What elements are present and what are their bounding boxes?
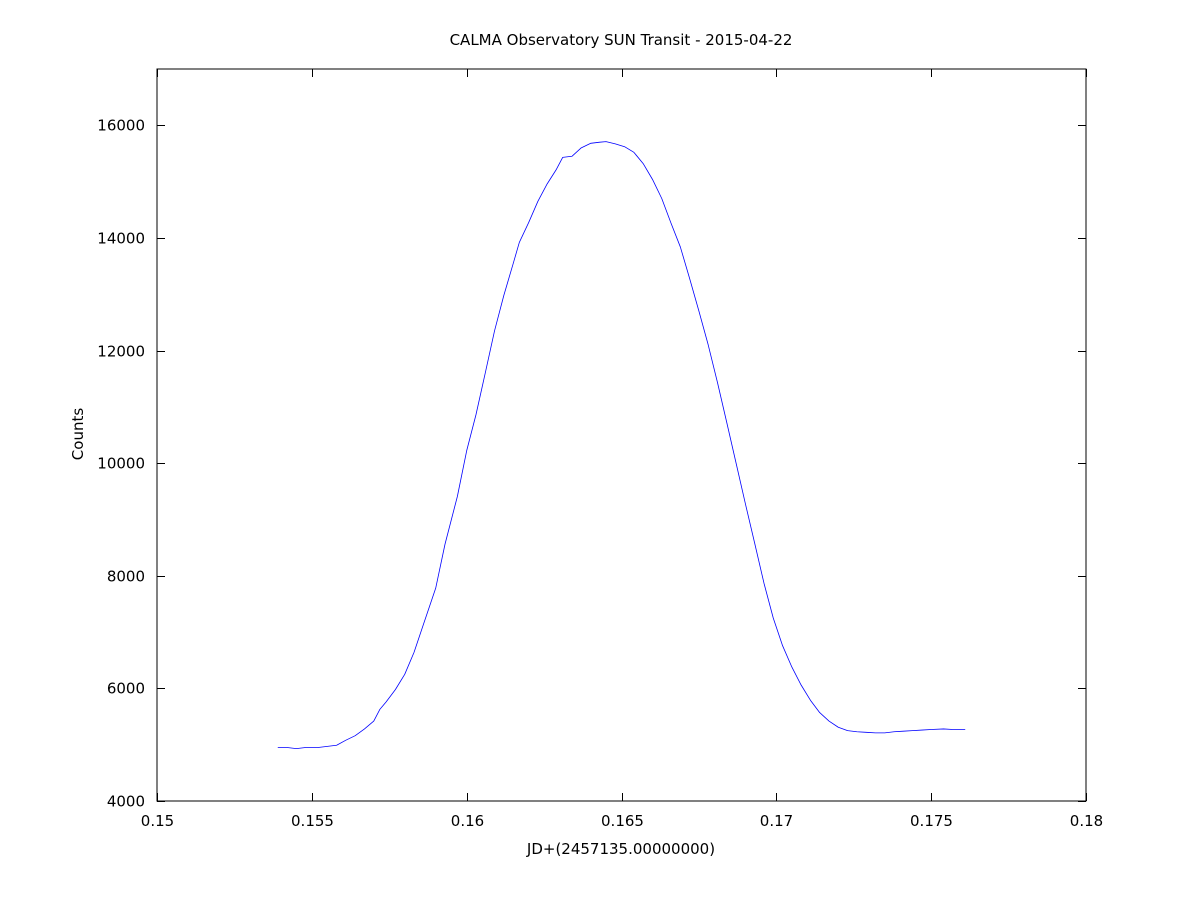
y-tick-label: 14000	[97, 230, 145, 248]
chart-title: CALMA Observatory SUN Transit - 2015-04-…	[450, 31, 793, 49]
series-line	[277, 141, 966, 750]
y-tick-label: 12000	[97, 343, 145, 361]
plot-area	[277, 141, 966, 750]
x-tick-label: 0.15	[141, 812, 174, 830]
y-tick-label: 10000	[97, 455, 145, 473]
y-axis-label: Counts	[69, 408, 87, 461]
x-axis-label: JD+(2457135.00000000)	[526, 840, 715, 858]
y-tick-label: 16000	[97, 117, 145, 135]
y-tick-label: 4000	[107, 793, 145, 811]
x-tick-label: 0.17	[760, 812, 793, 830]
y-tick-label: 8000	[107, 568, 145, 586]
axes: 0.15 0.155 0.16 0.165 0.17 0.175 0.18 4000 6000 8…	[97, 68, 1103, 830]
y-tick-label: 6000	[107, 680, 145, 698]
x-tick-label: 0.16	[451, 812, 484, 830]
x-tick-label: 0.165	[601, 812, 644, 830]
plot-frame	[156, 68, 1087, 802]
x-tick-label: 0.175	[910, 812, 953, 830]
x-tick-label: 0.155	[291, 812, 334, 830]
x-tick-label: 0.18	[1070, 812, 1103, 830]
